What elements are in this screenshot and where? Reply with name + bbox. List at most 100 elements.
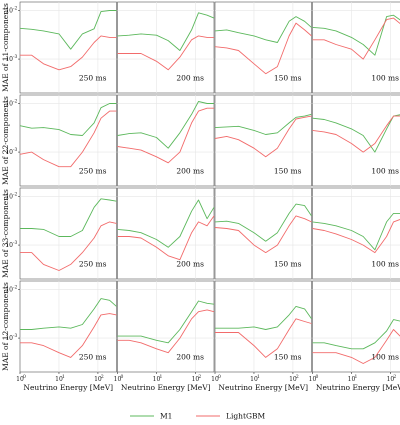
panel-frame — [214, 187, 312, 280]
x-tick-label: 10 — [94, 376, 102, 383]
series-line-lightgbm — [215, 318, 312, 358]
panel-time-label: 200 ms — [176, 166, 204, 175]
panel-time-label: 100 ms — [371, 166, 399, 175]
x-tick-exponent: 0 — [316, 374, 319, 380]
x-tick-exponent: 0 — [121, 374, 124, 380]
panel-r1-c3: 100 ms — [312, 94, 400, 187]
x-tick-label: 10 — [211, 376, 219, 383]
x-tick-label: 10 — [55, 376, 63, 383]
panel-r2-c3: 100 ms — [312, 187, 400, 280]
y-tick-label: 10 — [5, 335, 13, 342]
y-tick-label: 10 — [5, 242, 13, 249]
x-tick-label: 10 — [153, 376, 161, 383]
panel-time-label: 200 ms — [176, 73, 204, 82]
series-line-m1 — [117, 101, 214, 149]
x-tick-exponent: 1 — [257, 374, 260, 380]
panel-r0-c1: 200 ms — [117, 1, 215, 94]
x-axis-label: Neutrino Energy [MeV] — [218, 383, 308, 392]
panel-r1-c1: 200 ms — [117, 94, 215, 187]
series-line-lightgbm — [117, 215, 215, 261]
x-tick-label: 10 — [309, 376, 317, 383]
panel-time-label: 150 ms — [274, 166, 302, 175]
legend-item-m1: M1 — [130, 412, 172, 421]
y-tick-label: 10 — [5, 101, 13, 108]
x-tick-exponent: 0 — [23, 374, 26, 380]
panel-frame — [312, 1, 400, 94]
panel-frame — [312, 187, 400, 280]
series-line-lightgbm — [20, 313, 117, 358]
panel-time-label: 150 ms — [274, 259, 302, 268]
panel-time-label: 250 ms — [79, 352, 107, 361]
panel-frame — [19, 94, 117, 187]
y-tick-exponent: -2 — [13, 6, 18, 12]
series-line-lightgbm — [117, 35, 214, 71]
panel-r2-c1: 200 ms — [117, 187, 215, 280]
panel-r3-c0: 250 ms — [19, 280, 117, 373]
panel-time-label: 200 ms — [176, 259, 204, 268]
panel-frame — [312, 280, 400, 373]
panel-frame — [214, 280, 312, 373]
panel-time-label: 150 ms — [274, 73, 302, 82]
series-line-lightgbm — [20, 35, 117, 71]
series-line-m1 — [117, 300, 215, 344]
y-tick-exponent: -3 — [13, 333, 18, 339]
series-line-m1 — [214, 203, 312, 242]
series-line-m1 — [312, 319, 400, 350]
series-line-lightgbm — [214, 215, 312, 254]
legend: M1 LightGBM — [130, 412, 266, 421]
panel-frame — [117, 187, 215, 280]
legend-item-lightgbm: LightGBM — [196, 412, 266, 421]
x-tick-label: 10 — [16, 376, 24, 383]
series-line-m1 — [19, 103, 117, 136]
x-tick-exponent: 2 — [393, 374, 396, 380]
series-line-m1 — [19, 10, 117, 50]
y-axis-label: MAE of 12-components — [1, 282, 10, 371]
series-line-m1 — [214, 16, 312, 43]
panel-r0-c2: 150 ms — [214, 1, 312, 94]
series-line-m1 — [117, 12, 215, 51]
x-tick-exponent: 1 — [159, 374, 162, 380]
panel-r2-c0: 250 ms — [19, 187, 117, 280]
panel-time-label: 100 ms — [371, 352, 399, 361]
series-line-m1 — [214, 113, 312, 135]
y-tick-exponent: -3 — [13, 240, 18, 246]
panel-r2-c2: 150 ms — [214, 187, 312, 280]
panel-time-label: 250 ms — [79, 166, 107, 175]
panel-time-label: 250 ms — [79, 73, 107, 82]
x-tick-label: 10 — [289, 376, 297, 383]
series-line-lightgbm — [117, 309, 215, 354]
series-line-lightgbm — [117, 107, 214, 164]
y-tick-exponent: -2 — [13, 285, 18, 291]
series-line-lightgbm — [20, 221, 117, 271]
legend-label: M1 — [160, 412, 172, 421]
x-tick-exponent: 2 — [198, 374, 201, 380]
x-tick-exponent: 1 — [62, 374, 65, 380]
series-line-lightgbm — [19, 110, 117, 168]
panel-time-label: 250 ms — [79, 259, 107, 268]
panel-frame — [117, 94, 215, 187]
y-tick-label: 10 — [5, 8, 13, 15]
panel-r3-c2: 150 ms — [214, 280, 312, 373]
panel-time-label: 200 ms — [176, 352, 204, 361]
x-tick-exponent: 2 — [296, 374, 299, 380]
series-line-lightgbm — [312, 329, 400, 364]
panel-frame — [214, 94, 312, 187]
y-tick-label: 10 — [5, 287, 13, 294]
series-line-m1 — [20, 298, 117, 330]
series-line-lightgbm — [214, 22, 312, 75]
y-tick-exponent: -3 — [13, 54, 18, 60]
series-line-m1 — [312, 212, 400, 251]
x-axis-label: Neutrino Energy [MeV] — [316, 383, 400, 392]
panel-frame — [312, 94, 400, 187]
panel-r1-c2: 150 ms — [214, 94, 312, 187]
x-tick-label: 10 — [114, 376, 122, 383]
series-line-m1 — [117, 199, 215, 248]
y-tick-exponent: -3 — [13, 147, 18, 153]
panel-time-label: 100 ms — [371, 73, 399, 82]
legend-label: LightGBM — [226, 412, 266, 421]
series-line-lightgbm — [214, 115, 312, 158]
series-line-lightgbm — [312, 115, 400, 153]
y-tick-label: 10 — [5, 56, 13, 63]
